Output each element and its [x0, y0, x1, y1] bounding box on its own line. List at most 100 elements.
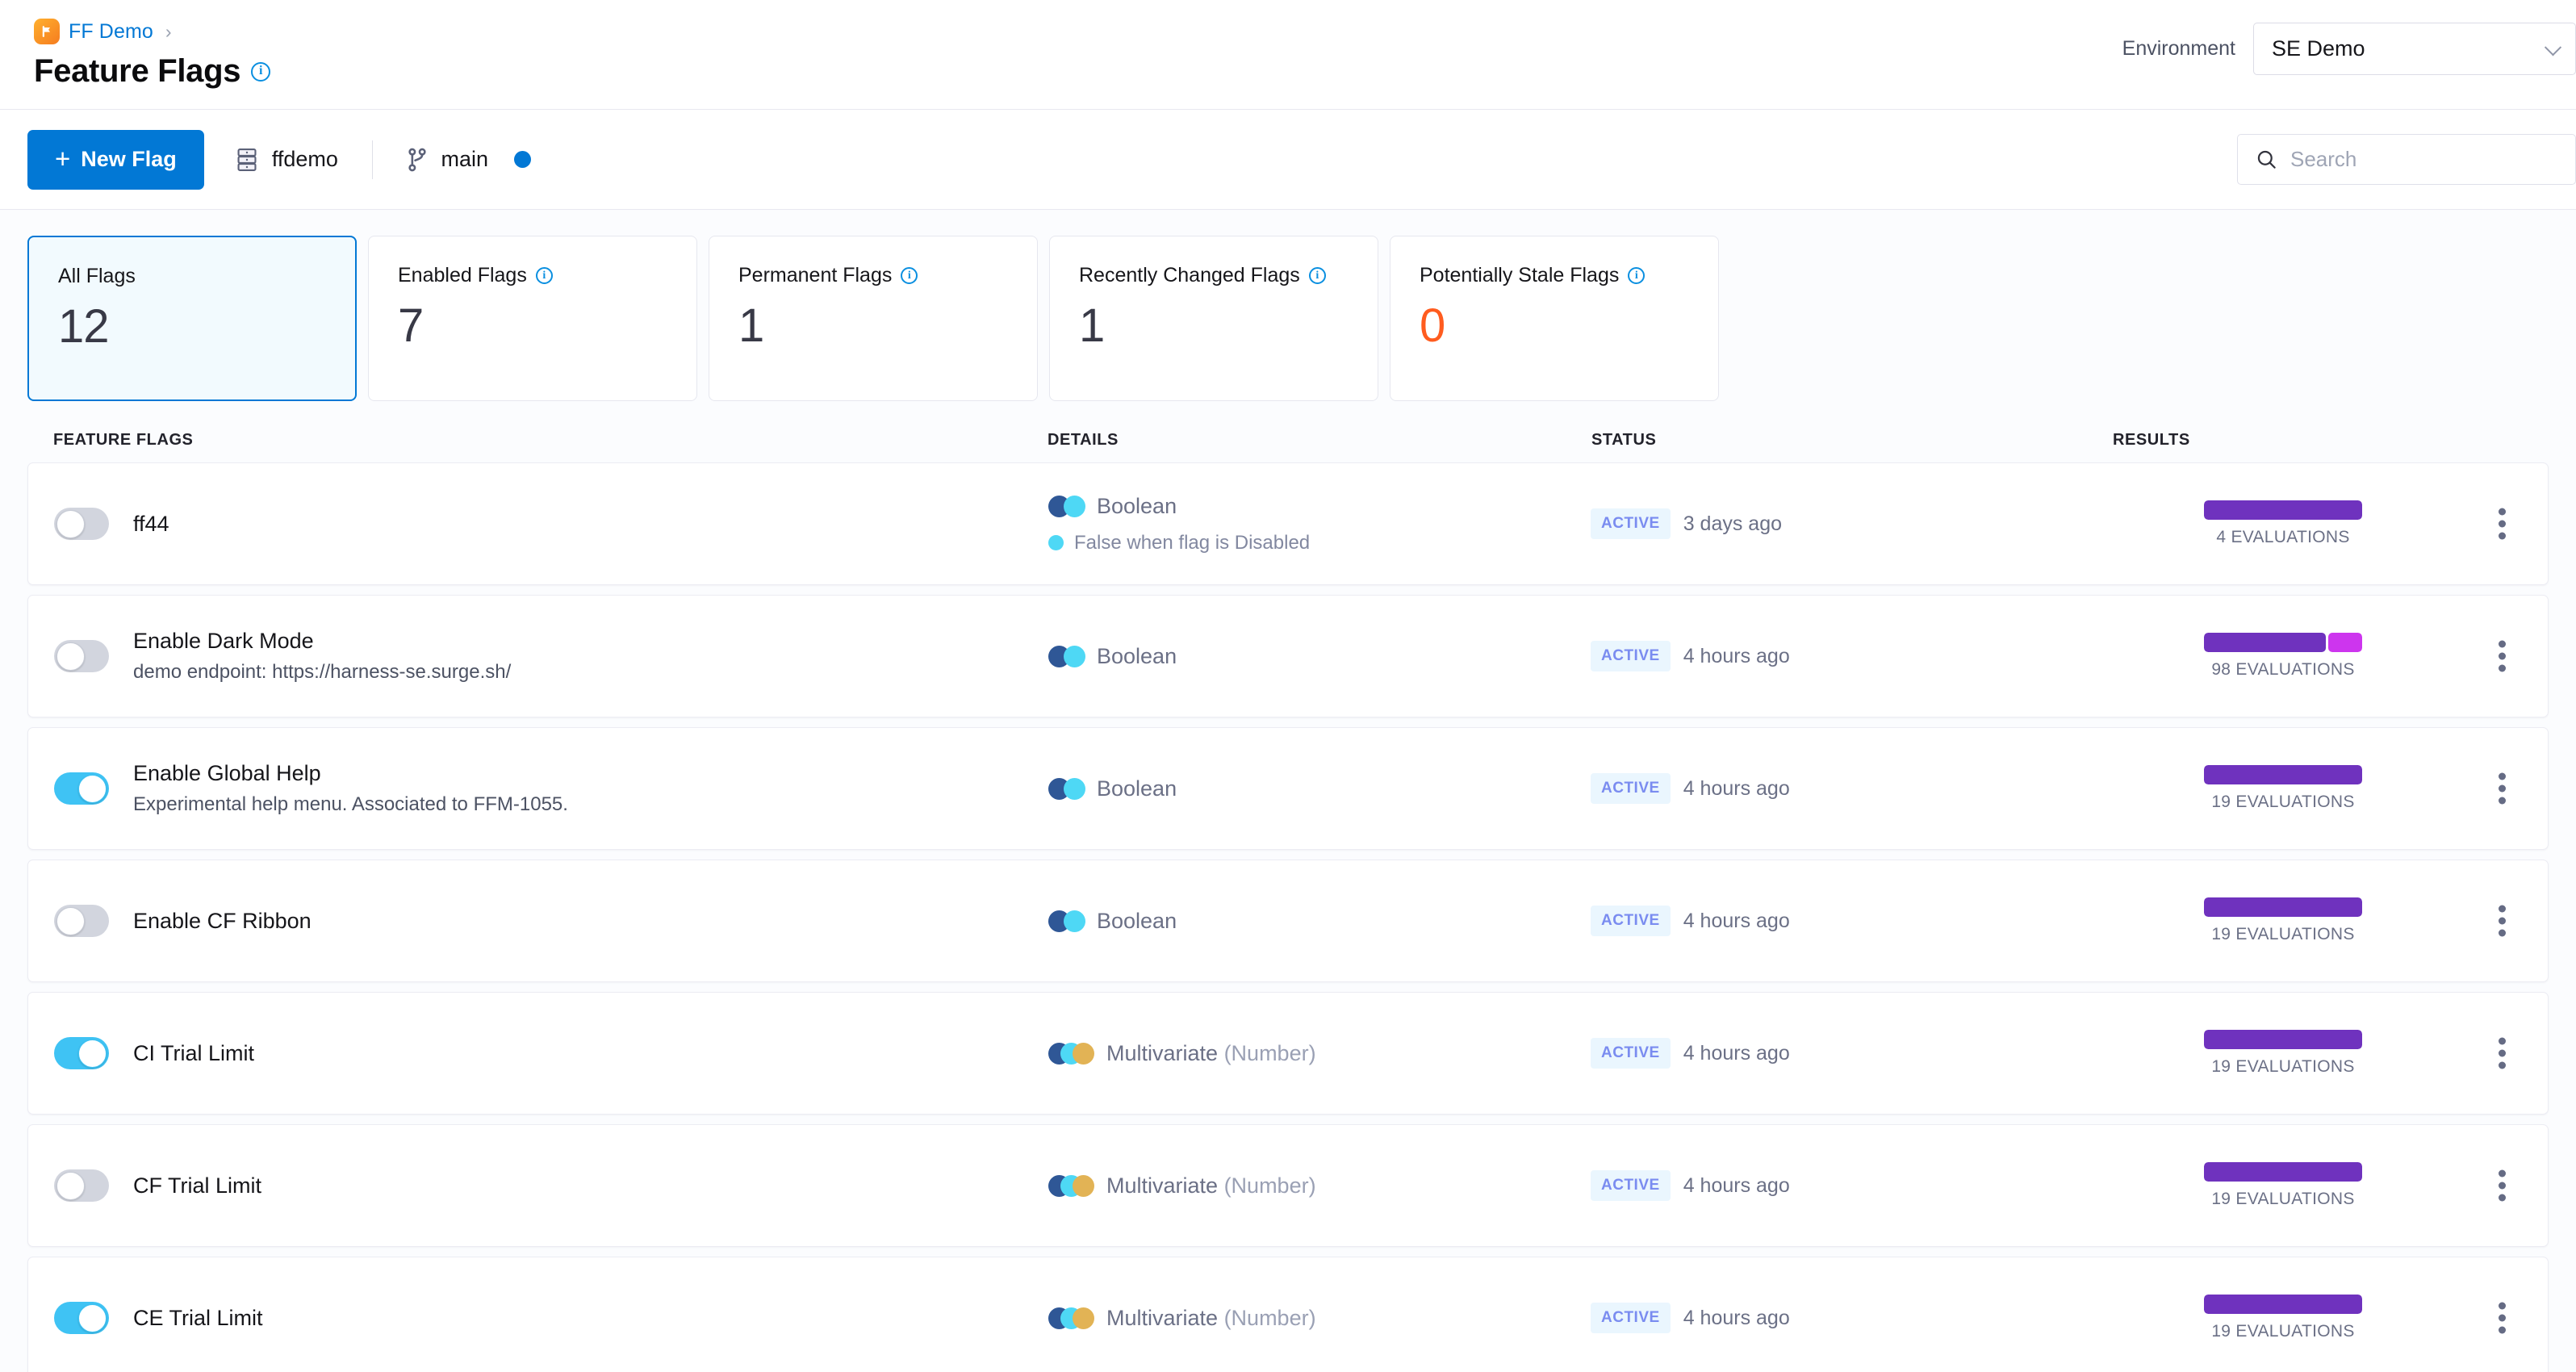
- table-row[interactable]: Enable Dark Mode demo endpoint: https://h…: [27, 595, 2549, 717]
- flag-name[interactable]: ff44: [133, 511, 169, 536]
- status-badge: ACTIVE: [1591, 906, 1671, 936]
- flag-toggle[interactable]: [54, 1302, 109, 1334]
- flag-type-name: Boolean: [1097, 643, 1177, 668]
- cell-results: 19 EVALUATIONS: [2114, 1162, 2453, 1209]
- boolean-type-icon: [1048, 910, 1085, 932]
- flag-name[interactable]: CF Trial Limit: [133, 1173, 262, 1198]
- status-timestamp: 4 hours ago: [1683, 909, 1790, 932]
- cell-status: ACTIVE 4 hours ago: [1591, 1038, 2114, 1069]
- cell-status: ACTIVE 4 hours ago: [1591, 641, 2114, 671]
- results-bar: [2204, 1030, 2362, 1049]
- flag-toggle[interactable]: [54, 508, 109, 540]
- flag-text-group: CI Trial Limit: [133, 1041, 254, 1066]
- cell-status: ACTIVE 4 hours ago: [1591, 1303, 2114, 1333]
- search-input[interactable]: Search: [2237, 134, 2576, 185]
- stat-card-label: Recently Changed Flags: [1079, 264, 1300, 287]
- stat-card-value: 7: [398, 299, 424, 352]
- search-placeholder: Search: [2290, 147, 2357, 171]
- branch-name[interactable]: main: [441, 147, 488, 171]
- cell-feature-flag: CE Trial Limit: [28, 1302, 1048, 1334]
- row-more-menu-icon[interactable]: [2487, 633, 2517, 680]
- toggle-knob: [56, 906, 85, 935]
- stat-card-recently-changed-flags[interactable]: Recently Changed Flags i 1: [1049, 236, 1378, 401]
- stat-card-value: 1: [738, 299, 764, 352]
- table-row[interactable]: CI Trial Limit Multivariate (Number) ACTIV…: [27, 992, 2549, 1115]
- flag-type-text: Multivariate (Number): [1106, 1041, 1316, 1066]
- flag-name[interactable]: Enable Dark Mode: [133, 629, 314, 653]
- toggle-knob: [78, 774, 107, 803]
- flag-type-text: Boolean: [1097, 909, 1177, 934]
- cell-details: Boolean: [1048, 776, 1591, 801]
- flag-type-line: Boolean: [1048, 909, 1591, 934]
- row-more-menu-icon[interactable]: [2487, 1295, 2517, 1342]
- cell-results: 19 EVALUATIONS: [2114, 897, 2453, 944]
- row-more-menu-icon[interactable]: [2487, 765, 2517, 813]
- repository-name[interactable]: ffdemo: [271, 147, 338, 171]
- row-more-menu-icon[interactable]: [2487, 1162, 2517, 1210]
- cell-details: Boolean False when flag is Disabled: [1048, 494, 1591, 554]
- table-row[interactable]: CE Trial Limit Multivariate (Number) ACTIV…: [27, 1257, 2549, 1372]
- results-bar: [2204, 897, 2362, 917]
- search-icon: [2256, 148, 2277, 170]
- status-timestamp: 4 hours ago: [1683, 644, 1790, 667]
- stat-card-info-icon[interactable]: i: [1308, 267, 1326, 284]
- stat-card-info-icon[interactable]: i: [535, 267, 553, 284]
- flag-toggle[interactable]: [54, 772, 109, 805]
- cell-details: Multivariate (Number): [1048, 1041, 1591, 1066]
- environment-selected-value: SE Demo: [2272, 36, 2365, 61]
- flag-name[interactable]: Enable CF Ribbon: [133, 908, 312, 933]
- flag-toggle[interactable]: [54, 1037, 109, 1069]
- flag-toggle[interactable]: [54, 640, 109, 672]
- flag-type-name: Multivariate: [1106, 1305, 1219, 1330]
- table-row[interactable]: Enable Global Help Experimental help menu…: [27, 727, 2549, 850]
- flag-type-line: Boolean: [1048, 776, 1591, 801]
- row-more-menu-icon[interactable]: [2487, 500, 2517, 548]
- cell-details: Multivariate (Number): [1048, 1306, 1591, 1331]
- flag-type-name: Multivariate: [1106, 1173, 1219, 1198]
- page-title-row: Feature Flags i: [34, 53, 2576, 90]
- flag-type-name: Boolean: [1097, 493, 1177, 518]
- evaluations-count: 98 EVALUATIONS: [2211, 660, 2355, 679]
- cell-details: Boolean: [1048, 644, 1591, 669]
- flag-text-group: Enable Dark Mode demo endpoint: https://h…: [133, 629, 511, 684]
- results-bar: [2204, 1295, 2362, 1314]
- table-row[interactable]: ff44 Boolean False when flag is Disabled AC…: [27, 462, 2549, 585]
- row-more-menu-icon[interactable]: [2487, 1030, 2517, 1077]
- stat-card-label-row: Potentially Stale Flags i: [1420, 264, 1718, 287]
- stat-card-potentially-stale-flags[interactable]: Potentially Stale Flags i 0: [1390, 236, 1719, 401]
- cell-results: 19 EVALUATIONS: [2114, 1295, 2453, 1341]
- column-header-results: RESULTS: [2113, 430, 2190, 449]
- status-badge: ACTIVE: [1591, 1170, 1671, 1201]
- stat-card-info-icon[interactable]: i: [901, 267, 918, 284]
- environment-select[interactable]: SE Demo: [2253, 23, 2576, 75]
- stat-card-enabled-flags[interactable]: Enabled Flags i 7: [368, 236, 697, 401]
- table-row[interactable]: CF Trial Limit Multivariate (Number) ACTIV…: [27, 1124, 2549, 1247]
- variation-dot-icon: [1048, 535, 1064, 550]
- cell-results: 19 EVALUATIONS: [2114, 765, 2453, 812]
- cell-status: ACTIVE 4 hours ago: [1591, 773, 2114, 804]
- results-bar-segment: [2204, 633, 2326, 652]
- stat-card-permanent-flags[interactable]: Permanent Flags i 1: [709, 236, 1038, 401]
- flag-toggle[interactable]: [54, 905, 109, 937]
- flag-type-text: Multivariate (Number): [1106, 1173, 1316, 1198]
- row-more-menu-icon[interactable]: [2487, 897, 2517, 945]
- evaluations-count: 19 EVALUATIONS: [2211, 1057, 2355, 1076]
- flag-name[interactable]: Enable Global Help: [133, 761, 321, 785]
- page-title: Feature Flags: [34, 53, 241, 89]
- toggle-knob: [56, 1171, 85, 1200]
- status-timestamp: 3 days ago: [1683, 512, 1783, 535]
- page-title-info-icon[interactable]: i: [251, 61, 271, 82]
- breadcrumb-link-ff-demo[interactable]: FF Demo: [69, 19, 153, 43]
- cell-results: 98 EVALUATIONS: [2114, 633, 2453, 680]
- stat-card-label-row: Recently Changed Flags i: [1079, 264, 1378, 287]
- flag-name[interactable]: CE Trial Limit: [133, 1305, 263, 1330]
- flag-name[interactable]: CI Trial Limit: [133, 1040, 255, 1065]
- table-row[interactable]: Enable CF Ribbon Boolean ACTIVE 4 hours ago…: [27, 860, 2549, 982]
- cell-feature-flag: CI Trial Limit: [28, 1037, 1048, 1069]
- stat-card-all-flags[interactable]: All Flags 12: [27, 236, 357, 401]
- status-timestamp: 4 hours ago: [1683, 1173, 1790, 1197]
- flag-type-line: Multivariate (Number): [1048, 1173, 1591, 1198]
- flag-toggle[interactable]: [54, 1169, 109, 1202]
- new-flag-button[interactable]: + New Flag: [27, 129, 204, 190]
- stat-card-info-icon[interactable]: i: [1628, 267, 1646, 284]
